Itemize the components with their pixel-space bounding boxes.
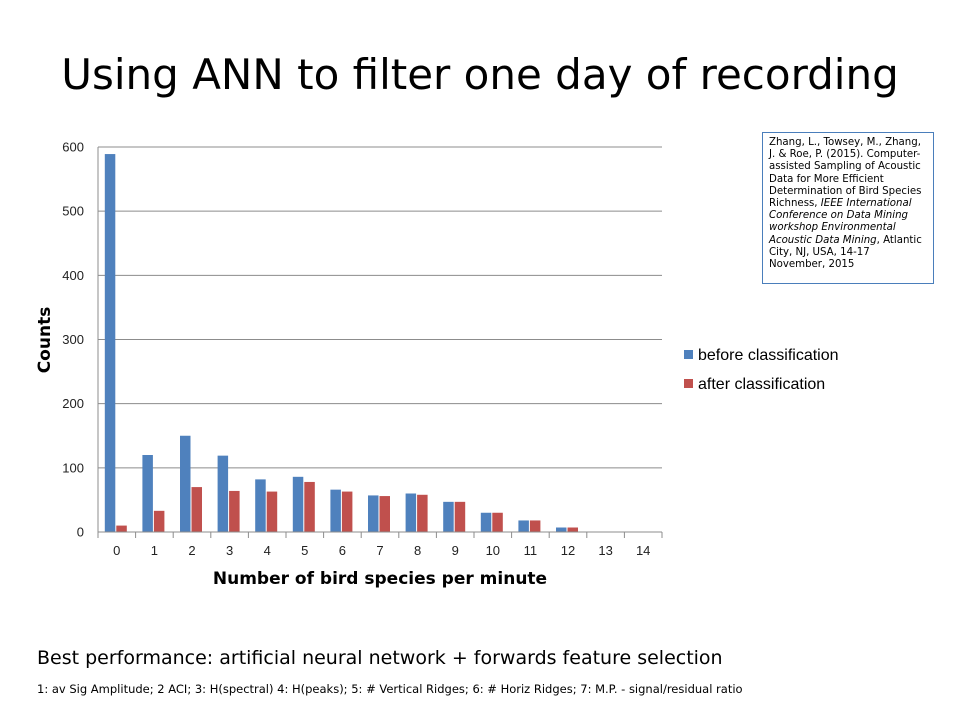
bar-before-4	[255, 479, 266, 532]
slide-title: Using ANN to filter one day of recording	[61, 50, 899, 99]
bar-before-6	[330, 489, 341, 532]
bar-after-5	[304, 481, 315, 532]
x-tick-label: 5	[301, 543, 308, 558]
x-tick-label: 0	[113, 543, 120, 558]
legend: before classification after classificatio…	[684, 347, 839, 393]
bar-before-11	[518, 520, 529, 532]
legend-label: after classification	[698, 376, 825, 393]
x-tick-label: 8	[414, 543, 421, 558]
x-tick-label: 2	[188, 543, 195, 558]
bars	[104, 154, 578, 532]
x-tick-label: 7	[376, 543, 383, 558]
x-tick-label: 12	[561, 543, 575, 558]
citation-location: , Atlantic City, NJ, USA, 14-17 November…	[769, 234, 922, 271]
feature-legend-note: 1: av Sig Amplitude; 2 ACI; 3: H(spectra…	[37, 682, 743, 696]
bar-before-0	[104, 154, 116, 532]
y-tick-label: 0	[77, 525, 84, 540]
bar-before-10	[480, 512, 492, 532]
bar-before-1	[142, 455, 153, 532]
bar-before-12	[556, 527, 567, 532]
y-tick-label: 400	[62, 268, 84, 283]
bar-after-11	[529, 520, 541, 532]
x-tick-label: 3	[226, 543, 233, 558]
bar-after-1	[153, 510, 165, 532]
citation-box: Zhang, L., Towsey, M., Zhang, J. & Roe, …	[762, 132, 934, 284]
bar-before-5	[292, 476, 304, 532]
x-axis-title: Number of bird species per minute	[213, 569, 547, 589]
bar-before-7	[368, 495, 379, 532]
y-tick-label: 100	[62, 460, 84, 475]
bar-after-2	[191, 487, 202, 532]
bar-before-3	[217, 455, 229, 532]
x-tick-label: 4	[264, 543, 271, 558]
x-tick-label: 9	[452, 543, 459, 558]
y-tick-labels: 0 100 200 300 400 500 600	[62, 140, 84, 540]
x-tick-label: 11	[524, 543, 538, 558]
bar-after-7	[379, 496, 390, 532]
bar-before-2	[180, 435, 191, 532]
citation-authors: Zhang, L., Towsey, M., Zhang, J. & Roe, …	[769, 137, 922, 210]
bar-after-6	[341, 491, 353, 532]
y-axis-title: Counts	[35, 307, 55, 374]
x-tick-label: 1	[151, 543, 158, 558]
legend-label: before classification	[698, 347, 839, 364]
x-tick-label: 10	[486, 543, 500, 558]
bar-after-12	[567, 527, 578, 532]
x-tick-label: 13	[598, 543, 612, 558]
bar-after-4	[266, 491, 278, 532]
citation-venue: IEEE International Conference on Data Mi…	[769, 198, 912, 246]
bar-after-9	[454, 501, 466, 532]
y-tick-label: 600	[62, 140, 84, 155]
bar-before-9	[443, 501, 454, 532]
x-tick-label: 14	[636, 543, 650, 558]
legend-swatch	[684, 379, 693, 388]
bar-after-8	[417, 494, 428, 532]
bar-after-10	[492, 512, 503, 532]
y-tick-label: 300	[62, 332, 84, 347]
bar-after-0	[116, 525, 127, 532]
legend-swatch	[684, 350, 693, 359]
x-tick-labels: 0 1 2 3 4 5 6 7 8 9 10 11 12 13 14	[113, 543, 650, 558]
axes	[97, 147, 663, 538]
bar-before-8	[405, 493, 417, 532]
performance-note: Best performance: artificial neural netw…	[37, 647, 723, 669]
y-tick-label: 500	[62, 204, 84, 219]
x-tick-label: 6	[339, 543, 346, 558]
y-tick-label: 200	[62, 396, 84, 411]
bar-after-3	[229, 490, 240, 532]
